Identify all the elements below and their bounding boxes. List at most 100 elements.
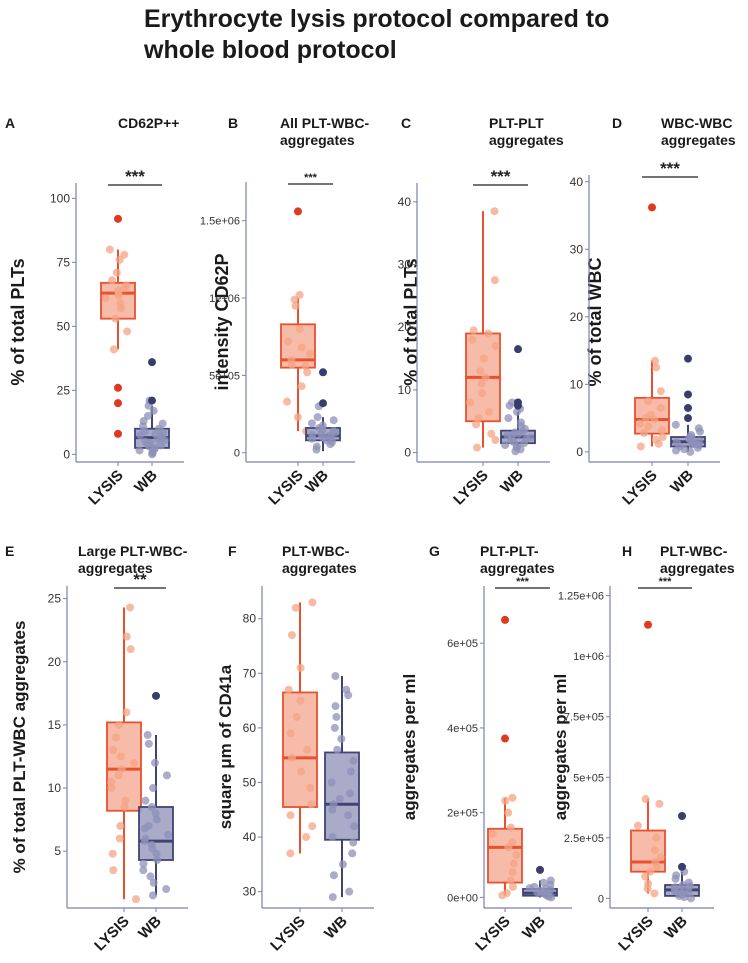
y-tick-label: 40 [243, 830, 257, 844]
data-point [468, 335, 477, 344]
data-point [487, 429, 496, 438]
box-wb [138, 691, 174, 900]
y-axis-label: % of total PLTs [401, 258, 421, 385]
x-tick-label: LYSIS [91, 913, 133, 955]
data-point [506, 823, 515, 832]
y-tick-label: 0 [576, 445, 583, 459]
data-point [466, 398, 475, 407]
data-point [123, 327, 132, 336]
data-point [287, 753, 296, 762]
data-point [117, 765, 126, 774]
data-point [650, 415, 659, 424]
data-point [144, 821, 153, 830]
panel-title-line: aggregates [660, 560, 735, 576]
panel-title-line: PLT-PLT [489, 115, 544, 131]
panel-b: B All PLT-WBC-aggregates intensity CD62P 0 5… [200, 115, 370, 509]
y-tick-label: 40 [398, 195, 412, 209]
x-tick-label: WB [519, 913, 549, 943]
data-point [491, 436, 500, 445]
data-point [345, 887, 354, 896]
outlier-point [536, 865, 544, 874]
data-point [656, 387, 665, 396]
data-point [116, 821, 125, 830]
panel-f: F PLT-WBC-aggregates square μm of CD41a 30 4… [216, 543, 374, 955]
data-point [345, 789, 354, 798]
y-tick-label: 20 [398, 320, 412, 334]
data-point [146, 872, 155, 881]
data-point [293, 413, 302, 422]
data-point [650, 845, 659, 854]
outlier-point [114, 429, 122, 438]
data-point [291, 603, 300, 612]
data-point [283, 397, 292, 406]
box-wb [134, 358, 170, 459]
data-point [656, 853, 665, 862]
data-point [141, 437, 150, 446]
data-point [122, 632, 131, 641]
data-point [120, 250, 129, 259]
x-tick-label: WB [497, 467, 527, 497]
data-point [509, 859, 518, 868]
data-point [284, 685, 293, 694]
panel-title-line: PLT-WBC- [660, 543, 728, 559]
panel-a: A CD62P++ % of total PLTs 0 25 50 75 100 LYSIS WB… [5, 115, 184, 509]
panel-label: G [429, 543, 440, 559]
data-point [120, 802, 129, 811]
data-point [286, 729, 295, 738]
box-wb [305, 368, 341, 454]
outlier-point [678, 812, 686, 820]
data-point [114, 291, 123, 300]
data-point [504, 808, 513, 817]
panel-title-line: aggregates [78, 560, 153, 576]
panel-label: F [228, 543, 237, 559]
data-point [151, 758, 160, 767]
panel-title-line: WBC-WBC [661, 115, 733, 131]
outlier-point [294, 207, 302, 216]
data-point [346, 767, 355, 776]
y-axis-label: square μm of CD41a [216, 664, 235, 829]
outlier-point [148, 396, 156, 405]
x-tick-label: WB [661, 913, 691, 943]
data-point [313, 413, 322, 422]
data-point [101, 294, 110, 303]
data-point [296, 663, 305, 672]
data-point [329, 416, 338, 425]
data-point [652, 833, 661, 842]
data-point [512, 851, 521, 860]
data-point [149, 406, 158, 415]
data-point [510, 428, 519, 437]
data-point [652, 363, 661, 372]
data-point [312, 442, 321, 451]
data-point [342, 685, 351, 694]
data-point [149, 878, 158, 887]
x-tick-label: WB [131, 467, 161, 497]
data-point [650, 889, 659, 898]
figure-title-line-1: Erythrocyte lysis protocol compared to [144, 5, 609, 33]
data-point [641, 872, 650, 881]
outlier-point [684, 390, 692, 399]
data-point [472, 420, 481, 429]
data-point [491, 342, 500, 351]
panel-label: H [622, 543, 632, 559]
data-point [546, 876, 555, 885]
data-point [478, 389, 487, 398]
y-tick-label: 6e+05 [447, 638, 478, 650]
data-point [111, 314, 120, 323]
y-tick-label: 0 [234, 448, 240, 460]
data-point [126, 645, 135, 654]
data-point [526, 433, 535, 442]
panel-h: H PLT-WBC-aggregates aggregates per ml 0 2.5… [551, 543, 735, 955]
data-point [148, 784, 157, 793]
data-point [105, 245, 114, 254]
outlier-point [319, 368, 327, 377]
data-point [295, 290, 304, 299]
data-point [328, 833, 337, 842]
data-point [308, 822, 317, 831]
outlier-point [514, 345, 522, 354]
data-point [107, 784, 116, 793]
box-wb [324, 672, 360, 902]
y-tick-label: 10 [570, 377, 584, 391]
y-tick-label: 30 [243, 885, 257, 899]
y-tick-label: 5e+05 [209, 370, 240, 382]
outlier-point [152, 691, 160, 700]
